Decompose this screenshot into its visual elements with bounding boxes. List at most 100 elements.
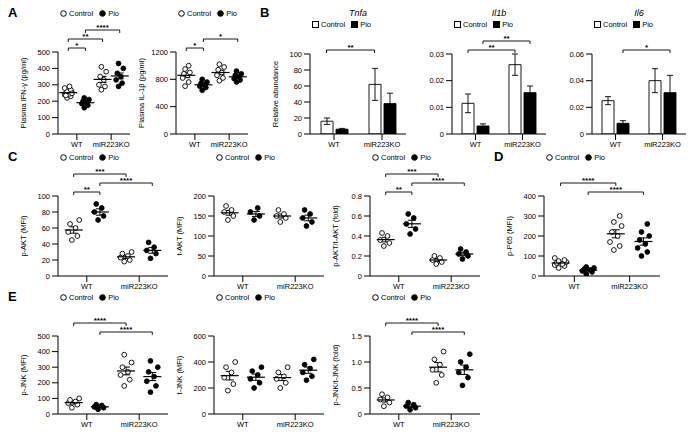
svg-text:0: 0 [580,130,584,139]
svg-text:400: 400 [37,347,50,356]
svg-text:****: **** [94,316,107,325]
svg-text:p-JNK (MFI): p-JNK (MFI) [19,354,28,395]
svg-text:miR223KO: miR223KO [433,420,470,428]
svg-text:200: 200 [37,97,50,106]
svg-text:WT: WT [470,140,482,148]
svg-text:****: **** [610,185,623,194]
svg-text:300: 300 [523,212,536,221]
svg-text:****: **** [120,325,133,334]
svg-text:**: ** [488,43,495,52]
svg-text:50: 50 [198,252,206,261]
svg-text:0.2: 0.2 [352,252,362,261]
svg-text:*: * [645,43,649,52]
svg-text:WT: WT [393,420,405,428]
svg-text:miR223KO: miR223KO [121,282,158,290]
svg-text:**: ** [82,32,89,41]
svg-text:0: 0 [164,130,168,139]
svg-text:p-JNK/t-JNK (fold): p-JNK/t-JNK (fold) [331,344,340,405]
svg-text:100: 100 [37,192,50,201]
svg-text:60: 60 [42,224,50,233]
svg-text:400: 400 [193,358,206,367]
svg-text:0: 0 [358,410,362,419]
svg-text:80: 80 [294,66,302,75]
svg-text:*: * [219,32,223,41]
svg-text:40: 40 [294,98,302,107]
svg-text:0.8: 0.8 [352,192,362,201]
svg-text:WT: WT [237,420,249,428]
svg-text:WT: WT [569,282,581,290]
svg-text:WT: WT [189,140,201,148]
svg-text:200: 200 [193,192,206,201]
svg-text:p-P65 (MFI): p-P65 (MFI) [505,216,514,257]
svg-text:20: 20 [294,114,302,123]
svg-text:100: 100 [523,252,536,261]
svg-text:100: 100 [193,232,206,241]
svg-text:400: 400 [523,192,536,201]
svg-text:0.03: 0.03 [429,50,444,59]
svg-text:miR223KO: miR223KO [277,420,314,428]
svg-text:WT: WT [393,282,405,290]
svg-text:p-AKT (MFI): p-AKT (MFI) [19,215,28,257]
svg-text:*: * [75,41,79,50]
svg-text:miR223KO: miR223KO [364,140,401,148]
svg-text:0.06: 0.06 [569,50,584,59]
svg-text:100: 100 [37,394,50,403]
svg-text:miR223KO: miR223KO [504,140,541,148]
svg-text:miR223KO: miR223KO [93,140,130,148]
svg-text:WT: WT [610,140,622,148]
svg-text:WT: WT [71,140,83,148]
svg-text:****: **** [582,176,595,185]
svg-text:0: 0 [440,130,444,139]
svg-text:****: **** [96,23,109,32]
svg-text:**: ** [396,185,403,194]
svg-text:t-AKT (MFI): t-AKT (MFI) [175,216,184,256]
svg-text:Plasma IL-1β (pg/ml): Plasma IL-1β (pg/ml) [137,58,146,128]
svg-text:****: **** [432,325,445,334]
svg-text:200: 200 [523,232,536,241]
svg-text:300: 300 [37,363,50,372]
svg-text:miR223KO: miR223KO [433,282,470,290]
svg-text:300: 300 [37,80,50,89]
svg-text:0.6: 0.6 [352,212,362,221]
svg-text:0.4: 0.4 [352,232,362,241]
svg-text:miR223KO: miR223KO [211,140,248,148]
svg-text:40: 40 [42,240,50,249]
svg-text:0: 0 [532,272,536,281]
svg-text:0: 0 [46,130,50,139]
svg-text:0.02: 0.02 [429,76,444,85]
svg-text:100: 100 [289,50,302,59]
svg-text:Relative abundance: Relative abundance [271,61,280,127]
svg-text:WT: WT [81,420,93,428]
svg-text:***: *** [95,167,105,176]
svg-text:200: 200 [37,378,50,387]
svg-text:0.02: 0.02 [569,103,584,112]
svg-text:0: 0 [202,272,206,281]
svg-text:WT: WT [81,282,93,290]
svg-text:150: 150 [193,212,206,221]
svg-text:WT: WT [328,140,340,148]
svg-text:**: ** [347,43,354,52]
svg-text:****: **** [406,316,419,325]
svg-text:0: 0 [358,272,362,281]
svg-text:800: 800 [155,75,168,84]
svg-text:0.5: 0.5 [352,384,362,393]
svg-text:**: ** [503,34,510,43]
svg-text:WT: WT [237,282,249,290]
svg-text:1200: 1200 [151,48,168,57]
svg-text:***: *** [407,167,417,176]
svg-text:1.0: 1.0 [352,358,362,367]
svg-text:0: 0 [46,410,50,419]
svg-text:**: ** [84,185,91,194]
svg-text:80: 80 [42,208,50,217]
svg-text:60: 60 [294,82,302,91]
svg-text:miR223KO: miR223KO [121,420,158,428]
svg-text:200: 200 [193,384,206,393]
svg-text:*: * [193,41,197,50]
svg-text:0.04: 0.04 [569,76,584,85]
svg-text:****: **** [432,176,445,185]
svg-text:500: 500 [37,332,50,341]
svg-text:0: 0 [298,130,302,139]
svg-text:600: 600 [193,332,206,341]
svg-text:0: 0 [46,272,50,281]
svg-text:1.5: 1.5 [352,332,362,341]
